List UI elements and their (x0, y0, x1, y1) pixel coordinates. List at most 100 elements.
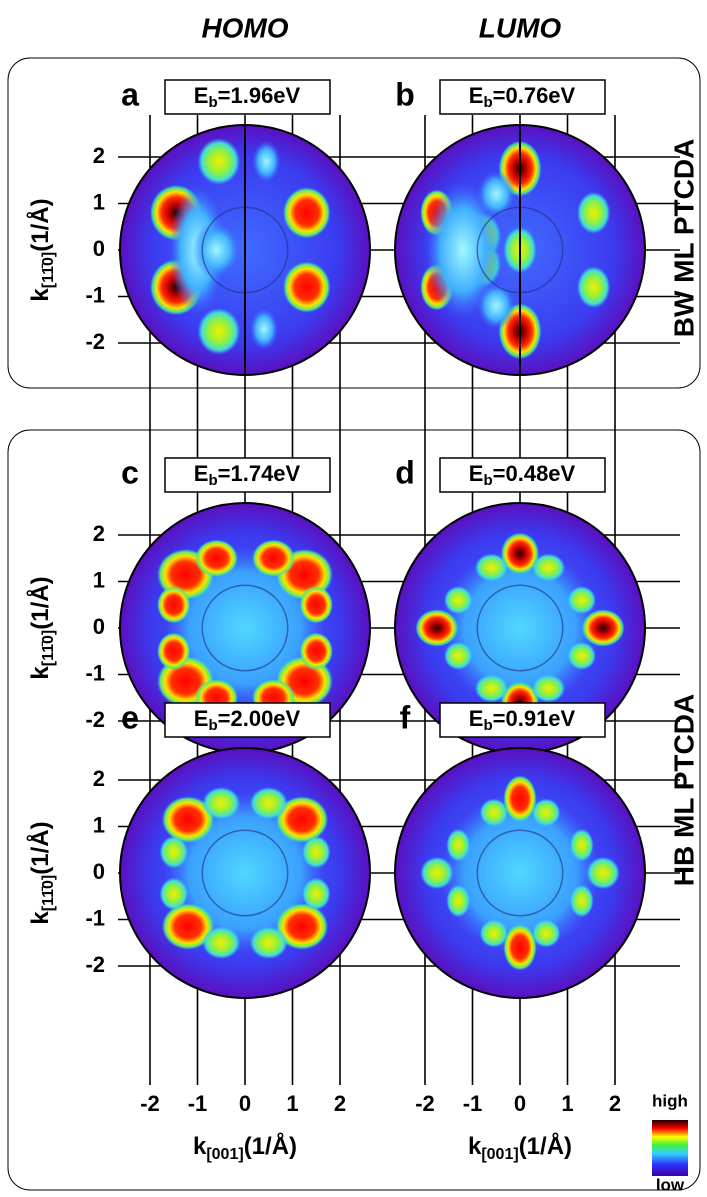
axis-unit: (1/Å) (26, 576, 54, 629)
intensity-lobe (480, 799, 509, 827)
x-tick-label: 2 (334, 1091, 346, 1116)
y-tick-label: 0 (93, 236, 105, 261)
intensity-lobe (475, 554, 508, 582)
intensity-lobe (157, 633, 190, 670)
panel-letter: f (400, 699, 411, 735)
intensity-lobe (302, 836, 331, 869)
energy-value: =0.91eV (493, 706, 576, 731)
y-tick-label: 2 (93, 521, 105, 546)
axis-subscript: [11̄0] (40, 252, 57, 288)
intensity-lobe (250, 308, 279, 350)
intensity-lobe (193, 222, 241, 278)
axis-subscript: [001] (481, 1146, 518, 1163)
group-label: BW ML PTCDA (668, 139, 699, 338)
panel-letter: a (121, 76, 139, 112)
intensity-lobe (300, 586, 333, 623)
axis-subscript: [001] (206, 1146, 243, 1163)
intensity-lobe (577, 266, 610, 308)
intensity-lobe (252, 141, 281, 183)
intensity-lobe (420, 857, 453, 890)
intensity-lobe (195, 540, 238, 577)
axis-unit: (1/Å) (26, 198, 54, 251)
y-tick-label: -2 (85, 952, 105, 977)
y-tick-label: 0 (93, 614, 105, 639)
y-tick-label: 1 (93, 812, 105, 837)
energy-subscript: b (208, 472, 217, 489)
y-tick-label: -1 (85, 660, 105, 685)
energy-subscript: b (208, 717, 217, 734)
axis-symbol: k (27, 666, 54, 680)
x-tick-label: 0 (514, 1091, 526, 1116)
axis-unit: (1/Å) (26, 821, 54, 874)
axis-unit: (1/Å) (519, 1132, 572, 1160)
axis-subscript: [11̄0] (40, 875, 57, 911)
intensity-lobe (416, 609, 459, 646)
y-tick-label: -1 (85, 905, 105, 930)
energy-subscript: b (208, 94, 217, 111)
y-tick-label: 2 (93, 143, 105, 168)
energy-value: =0.48eV (493, 461, 576, 486)
intensity-lobe (532, 920, 561, 948)
x-tick-label: 2 (609, 1091, 621, 1116)
intensity-lobe (570, 885, 594, 918)
group-label: HB ML PTCDA (668, 694, 699, 886)
intensity-lobe (198, 138, 241, 185)
energy-symbol: E (194, 83, 209, 108)
intensity-lobe (446, 829, 470, 862)
intensity-lobe (477, 283, 515, 330)
y-tick-label: 2 (93, 766, 105, 791)
intensity-lobe (480, 920, 509, 948)
energy-symbol: E (469, 706, 484, 731)
axis-symbol: k (468, 1133, 482, 1160)
colorbar (652, 1120, 688, 1176)
intensity-lobe (570, 829, 594, 862)
intensity-lobe (568, 586, 597, 614)
intensity-lobe (300, 633, 333, 670)
intensity-lobe (250, 787, 288, 820)
intensity-lobe (532, 675, 565, 703)
x-axis-title: k[001](1/Å) (468, 1132, 572, 1163)
energy-value: =1.96eV (218, 83, 301, 108)
y-tick-label: -2 (85, 329, 105, 354)
panel-letter: d (395, 454, 415, 490)
energy-symbol: E (194, 461, 209, 486)
intensity-lobe (532, 554, 565, 582)
intensity-lobe (587, 857, 620, 890)
x-tick-label: -2 (140, 1091, 160, 1116)
intensity-lobe (157, 586, 190, 623)
intensity-lobe (444, 586, 473, 614)
energy-subscript: b (483, 472, 492, 489)
energy-symbol: E (194, 706, 209, 731)
energy-value: =1.74eV (218, 461, 301, 486)
intensity-lobe (503, 924, 536, 971)
colorbar-high: high (652, 1091, 688, 1110)
y-axis-title: k[11̄0](1/Å) (26, 576, 57, 679)
x-axis-title: k[001](1/Å) (193, 1132, 297, 1163)
axis-subscript: [11̄0] (40, 630, 57, 666)
y-axis-title: k[11̄0](1/Å) (26, 198, 57, 301)
x-tick-label: 1 (561, 1091, 573, 1116)
intensity-lobe (503, 775, 536, 822)
intensity-lobe (160, 878, 189, 911)
x-tick-label: 0 (239, 1091, 251, 1116)
y-tick-label: 0 (93, 859, 105, 884)
x-tick-label: -1 (188, 1091, 208, 1116)
panel-letter: c (121, 454, 139, 490)
panel-letter: e (121, 699, 139, 735)
intensity-lobe (198, 308, 241, 355)
energy-subscript: b (483, 717, 492, 734)
intensity-lobe (477, 171, 515, 218)
momentum-map (120, 748, 370, 998)
intensity-lobe (446, 885, 470, 918)
intensity-lobe (202, 787, 240, 820)
intensity-lobe (283, 262, 331, 313)
intensity-lobe (250, 926, 288, 959)
intensity-lobe (532, 799, 561, 827)
column-title: HOMO (201, 12, 288, 43)
energy-value: =2.00eV (218, 706, 301, 731)
panel-letter: b (395, 76, 415, 112)
energy-subscript: b (483, 94, 492, 111)
intensity-lobe (568, 642, 597, 670)
intensity-lobe (302, 878, 331, 911)
intensity-lobe (582, 609, 625, 646)
